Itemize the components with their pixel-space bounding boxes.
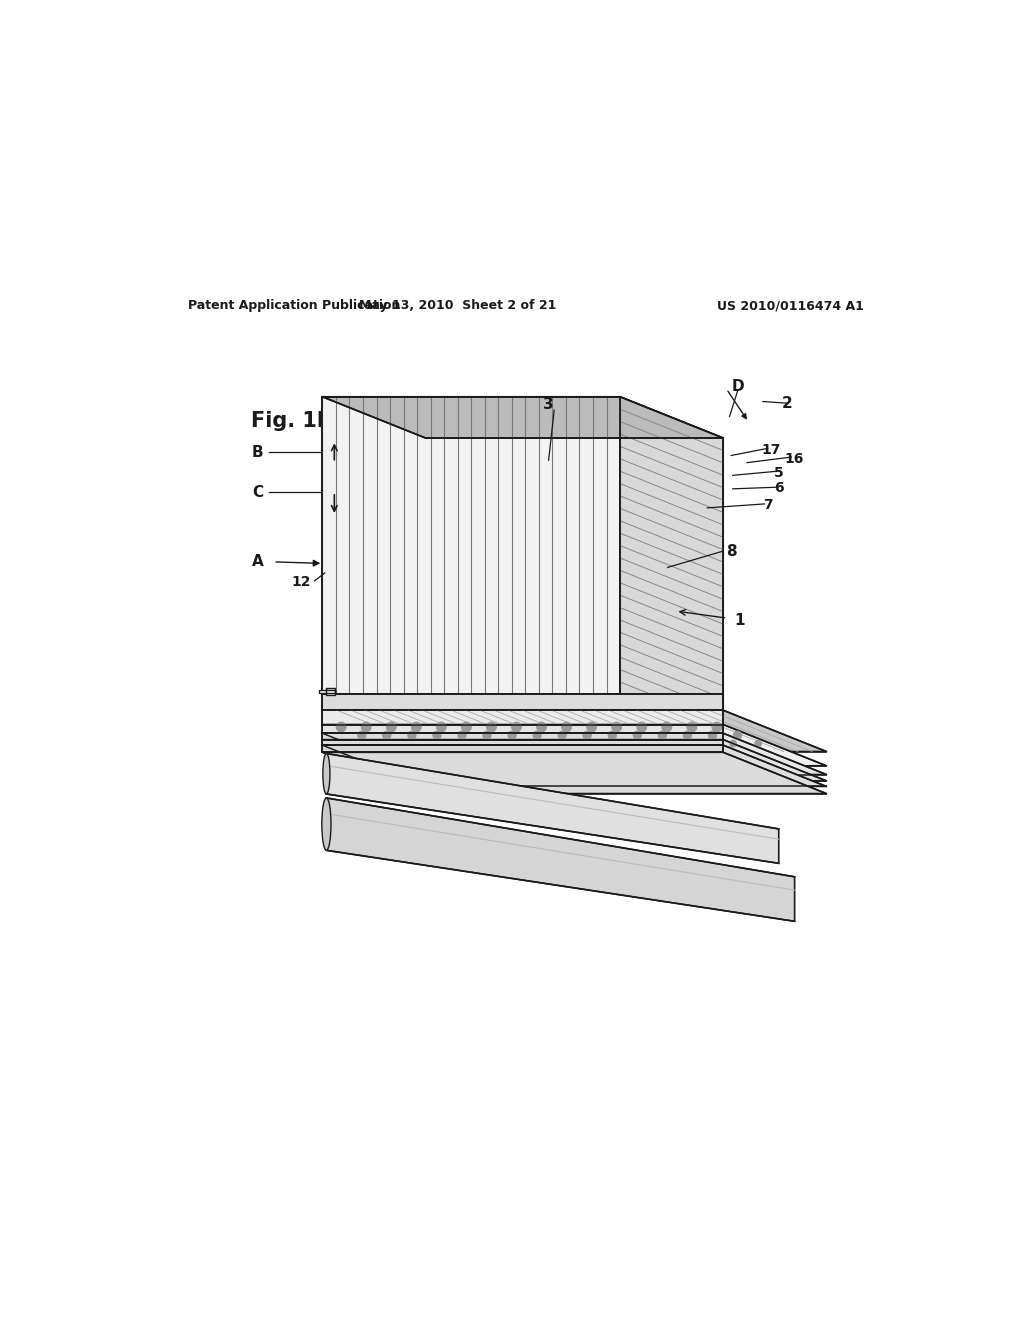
Circle shape	[483, 731, 490, 739]
Circle shape	[512, 722, 521, 731]
Polygon shape	[323, 725, 723, 734]
Circle shape	[587, 722, 596, 731]
Circle shape	[404, 741, 411, 747]
Circle shape	[433, 731, 441, 739]
Circle shape	[712, 722, 722, 731]
Text: 8: 8	[726, 544, 736, 560]
Text: Fig. 1b: Fig. 1b	[251, 411, 332, 430]
Text: Patent Application Publication: Patent Application Publication	[187, 300, 400, 312]
Polygon shape	[319, 688, 335, 696]
Circle shape	[386, 722, 396, 731]
Circle shape	[537, 722, 546, 731]
Text: A: A	[252, 554, 263, 569]
Text: US 2010/0116474 A1: US 2010/0116474 A1	[717, 300, 864, 312]
Polygon shape	[323, 739, 723, 746]
Circle shape	[379, 741, 386, 747]
Polygon shape	[323, 397, 426, 735]
Circle shape	[357, 731, 366, 739]
Circle shape	[604, 741, 611, 747]
Text: C: C	[252, 484, 263, 499]
Circle shape	[687, 722, 696, 731]
Polygon shape	[323, 397, 620, 694]
Polygon shape	[327, 799, 795, 921]
Polygon shape	[327, 754, 779, 863]
Circle shape	[455, 741, 461, 747]
Circle shape	[534, 731, 541, 739]
Text: 12: 12	[291, 574, 310, 589]
Polygon shape	[323, 397, 723, 438]
Circle shape	[705, 741, 712, 747]
Circle shape	[505, 741, 511, 747]
Polygon shape	[323, 734, 826, 775]
Circle shape	[662, 722, 672, 731]
Circle shape	[654, 741, 662, 747]
Circle shape	[562, 722, 571, 731]
Circle shape	[555, 741, 561, 747]
Circle shape	[637, 722, 646, 731]
Ellipse shape	[323, 754, 330, 793]
Circle shape	[529, 741, 536, 747]
Circle shape	[361, 722, 371, 731]
Circle shape	[612, 722, 622, 731]
Polygon shape	[323, 739, 826, 781]
Polygon shape	[323, 694, 723, 710]
Text: May 13, 2010  Sheet 2 of 21: May 13, 2010 Sheet 2 of 21	[358, 300, 556, 312]
Circle shape	[486, 722, 497, 731]
Circle shape	[733, 731, 741, 739]
Text: B: B	[252, 445, 263, 459]
Circle shape	[730, 741, 736, 747]
Circle shape	[608, 731, 616, 739]
Ellipse shape	[322, 799, 331, 850]
Text: D: D	[731, 379, 743, 393]
Circle shape	[558, 731, 566, 739]
Circle shape	[580, 741, 586, 747]
Text: 5: 5	[774, 466, 783, 480]
Text: 1: 1	[734, 612, 744, 628]
Polygon shape	[323, 734, 723, 739]
Circle shape	[479, 741, 485, 747]
Text: 2: 2	[781, 396, 792, 411]
Polygon shape	[323, 710, 826, 751]
Circle shape	[630, 741, 636, 747]
Circle shape	[412, 722, 421, 731]
Circle shape	[709, 731, 717, 739]
Text: 6: 6	[774, 480, 783, 495]
Circle shape	[408, 731, 416, 739]
Circle shape	[429, 741, 435, 747]
Circle shape	[755, 741, 761, 747]
Text: 17: 17	[761, 444, 780, 457]
Polygon shape	[323, 725, 826, 766]
Circle shape	[680, 741, 686, 747]
Circle shape	[383, 731, 391, 739]
Text: 7: 7	[763, 499, 772, 512]
Polygon shape	[323, 746, 723, 752]
Text: 3: 3	[544, 397, 554, 412]
Circle shape	[683, 731, 691, 739]
Polygon shape	[323, 746, 826, 787]
Polygon shape	[323, 710, 723, 725]
Circle shape	[584, 731, 591, 739]
Polygon shape	[620, 397, 723, 735]
Circle shape	[658, 731, 667, 739]
Polygon shape	[323, 752, 826, 793]
Circle shape	[436, 722, 446, 731]
Circle shape	[337, 722, 346, 731]
Circle shape	[633, 731, 641, 739]
Circle shape	[458, 731, 466, 739]
Text: 16: 16	[785, 451, 804, 466]
Circle shape	[508, 731, 516, 739]
Circle shape	[462, 722, 471, 731]
